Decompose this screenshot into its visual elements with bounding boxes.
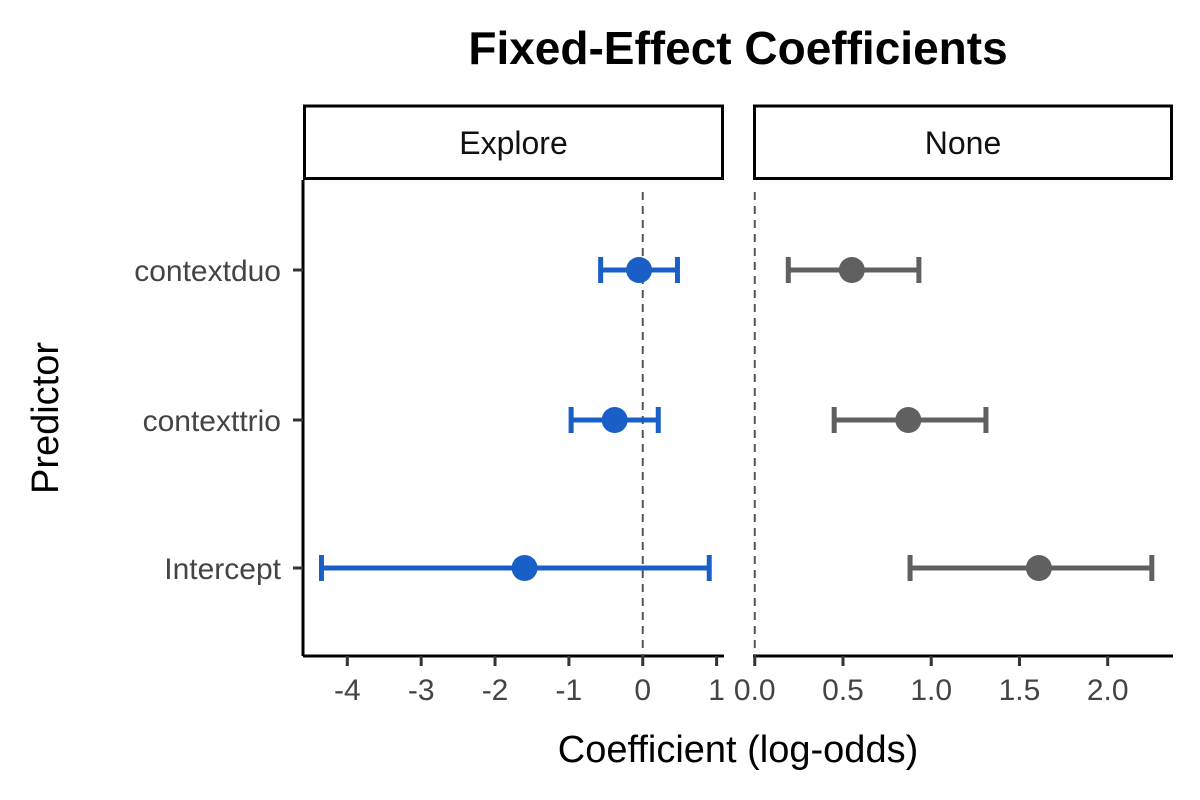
x-tick-label: 1	[708, 674, 725, 707]
x-tick-label: 0.0	[734, 674, 776, 707]
strip-label-explore: Explore	[459, 125, 568, 161]
point-estimate	[895, 407, 922, 433]
x-tick-label: 1.0	[910, 674, 952, 707]
errorbar-none-contexttrio	[831, 407, 989, 433]
x-tick-label: 0	[634, 674, 651, 707]
errorbar-explore-contexttrio	[568, 407, 661, 433]
panel-none: None 0.0 0.5 1.0 1.5 2.0	[734, 104, 1173, 707]
point-estimate	[838, 257, 865, 283]
y-axis-title: Predictor	[25, 342, 67, 494]
errorbar-none-contextduo	[785, 257, 922, 283]
strip-box-explore	[303, 104, 724, 180]
strip-box-none	[753, 104, 1173, 180]
x-tick-label: 0.5	[822, 674, 864, 707]
chart-title: Fixed-Effect Coefficients	[468, 22, 1007, 74]
y-tick-label-contexttrio: contexttrio	[143, 405, 281, 438]
y-tick-label-contextduo: contextduo	[134, 255, 281, 288]
point-estimate	[601, 407, 628, 433]
errorbar-explore-contextduo	[598, 257, 680, 283]
errorbar-none-Intercept	[907, 555, 1155, 581]
point-estimate	[511, 555, 538, 581]
x-tick-label: -4	[334, 674, 361, 707]
y-tick-label-Intercept: Intercept	[164, 553, 281, 586]
plot-layer: contextduo contexttrio Intercept Explore -4 -…	[134, 104, 1173, 707]
x-tick-label: -2	[482, 674, 509, 707]
errorbar-explore-Intercept	[318, 555, 712, 581]
x-tick-label: -1	[556, 674, 583, 707]
x-axis-title: Coefficient (log-odds)	[558, 729, 918, 771]
x-tick-label: -3	[408, 674, 435, 707]
x-tick-label: 2.0	[1087, 674, 1129, 707]
point-estimate	[1025, 555, 1052, 581]
point-estimate	[626, 257, 653, 283]
panel-explore: Explore -4 -3 -2 -1 0 1	[303, 104, 725, 707]
x-tick-label: 1.5	[999, 674, 1041, 707]
strip-label-none: None	[925, 125, 1002, 161]
